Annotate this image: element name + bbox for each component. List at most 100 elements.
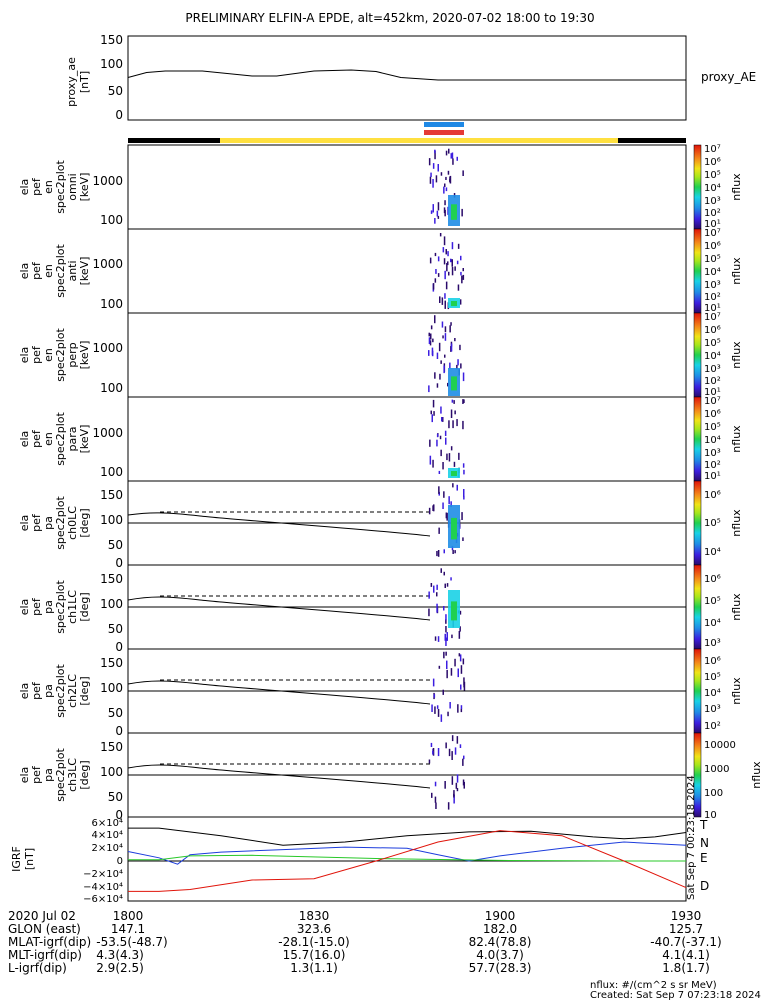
spectrogram-pixel <box>448 748 451 757</box>
spectrogram-pixel <box>445 187 448 192</box>
spectrogram-pixel <box>451 266 454 276</box>
spectrogram-ytick: 1000 <box>92 174 123 188</box>
table-cell: -53.5(-48.7) <box>96 935 167 949</box>
spectrogram-pixel <box>443 365 445 374</box>
spectrogram-pixel <box>445 637 447 646</box>
spectrogram-pixel <box>449 178 451 183</box>
colorbar-tick: 10⁵ <box>704 254 721 265</box>
spectrogram-pixel <box>462 274 465 280</box>
spectrogram-pixel <box>447 382 449 387</box>
igrf-ytick: 6×10⁴ <box>92 818 123 829</box>
chart-title: PRELIMINARY ELFIN-A EPDE, alt=452km, 202… <box>185 11 594 25</box>
spectrogram-pixel <box>456 419 458 427</box>
spectrogram-anti: ela pef en spec2plot anti [keV] 1000 100 <box>18 228 687 314</box>
spectrogram-pixel <box>436 210 439 217</box>
spectrogram-pixel <box>443 491 445 498</box>
spectrogram-pixel <box>439 233 442 237</box>
colorbar-tick: 10³ <box>704 448 721 459</box>
spectrogram-pixel <box>453 793 455 798</box>
colorbar-label: nflux <box>730 425 743 453</box>
spectrogram-pixel <box>455 782 458 789</box>
spectrogram-pixel <box>445 651 447 656</box>
spectrogram-pixel <box>450 258 452 263</box>
spectrogram-pixel <box>447 802 450 810</box>
spectrogram-pixel <box>445 249 447 255</box>
spectrogram-pixel <box>444 430 447 436</box>
table-cell: -40.7(-37.1) <box>650 935 721 949</box>
spectrogram-pixel <box>428 158 431 166</box>
pitch-panel-ch2LC: ela pef pa spec2plot ch2LC [deg] 150 100… <box>18 648 687 738</box>
spectrogram-pixel <box>463 684 465 688</box>
pitch-ylabel: spec2plot <box>54 580 67 634</box>
spectrogram-pixel <box>446 512 448 521</box>
pitch-ytick: 100 <box>100 681 123 695</box>
spectrogram-ylabel: para <box>66 427 79 452</box>
spectrogram-core-blob <box>451 601 457 621</box>
colorbar-tick: 10⁵ <box>704 422 721 433</box>
colorbar-tick: 10² <box>704 292 721 303</box>
igrf-ytick: 4×10⁴ <box>92 830 123 841</box>
spectrogram-pixel <box>431 347 434 356</box>
spectrogram-pixel <box>437 202 440 211</box>
table-cell: -28.1(-15.0) <box>278 935 349 949</box>
spectrogram-pixel <box>444 326 447 333</box>
spectrogram-pixel <box>432 750 434 755</box>
colorbar-tick: 10⁶ <box>704 241 721 252</box>
igrf-ytick: 0 <box>117 856 123 867</box>
pitch-ylabel: pa <box>42 684 55 698</box>
pitch-ytick: 150 <box>100 572 123 586</box>
spectrogram-pixel <box>449 362 451 369</box>
spectrogram-pixel <box>453 461 456 467</box>
colorbar-tick: 10⁶ <box>704 325 721 336</box>
spectrogram-pixel <box>448 271 450 276</box>
spectrogram-frame <box>127 228 687 314</box>
colorbar-3 <box>693 312 702 398</box>
spectrogram-pixel <box>462 758 464 766</box>
spectrogram-pixel <box>434 781 437 787</box>
pitch-panel-ch0LC: ela pef pa spec2plot ch0LC [deg] 150 100… <box>18 480 687 570</box>
spectrogram-pixel <box>442 335 444 339</box>
spectrogram-pixel <box>457 704 459 713</box>
spectrogram-ytick: 100 <box>100 213 123 227</box>
spectrogram-pixel <box>432 204 434 213</box>
pitch-angle-panels: ela pef pa spec2plot ch0LC [deg] 150 100… <box>18 480 687 822</box>
proxy-ae-ytick: 0 <box>115 108 123 122</box>
igrf-legend-N: N <box>700 836 709 850</box>
spectrogram-pixel <box>460 255 462 261</box>
spectrogram-pixel <box>454 658 456 667</box>
spectrogram-pixel <box>440 714 443 722</box>
spectrogram-pixel <box>445 437 447 445</box>
spectrogram-pixel <box>462 170 464 176</box>
spectrogram-pixel <box>432 459 434 468</box>
spectrogram-pixel <box>438 486 440 494</box>
spectrogram-pixel <box>452 420 454 429</box>
spectrogram-pixel <box>446 583 449 587</box>
colorbar-tick: 10⁵ <box>704 596 721 607</box>
science-zone-marker-blue <box>424 122 464 127</box>
spectrogram-pixel <box>439 296 441 303</box>
spectrogram-pixel <box>457 359 459 366</box>
spectrogram-pixel <box>434 315 436 324</box>
spectrogram-pixel <box>459 344 461 351</box>
spectrogram-pixel <box>456 484 458 491</box>
spectrogram-pixel <box>443 258 446 265</box>
spectrogram-pixel <box>454 410 456 415</box>
spectrogram-data-pixels <box>428 148 466 810</box>
spectrogram-frame <box>127 396 687 482</box>
spectrogram-pixel <box>430 410 432 415</box>
status-bar-black-left <box>128 138 220 143</box>
spectrogram-core-blob <box>451 376 457 391</box>
status-bar-black-right <box>618 138 686 143</box>
colorbar-6 <box>693 564 702 650</box>
pitch-panel-ch3LC: ela pef pa spec2plot ch3LC [deg] 150 100… <box>18 732 687 822</box>
spectrogram-pixel <box>457 284 460 291</box>
spectrogram-pixel <box>428 608 430 617</box>
colorbar-2 <box>693 228 702 314</box>
colorbar-label: nflux <box>730 593 743 621</box>
spectrogram-pixel <box>434 796 437 803</box>
spectrogram-pixel <box>450 501 452 507</box>
spectrogram-pixel <box>460 271 462 276</box>
colorbar-label: nflux <box>750 761 763 789</box>
table-cell: 82.4(78.8) <box>469 935 532 949</box>
spectrogram-pixel <box>438 470 441 474</box>
